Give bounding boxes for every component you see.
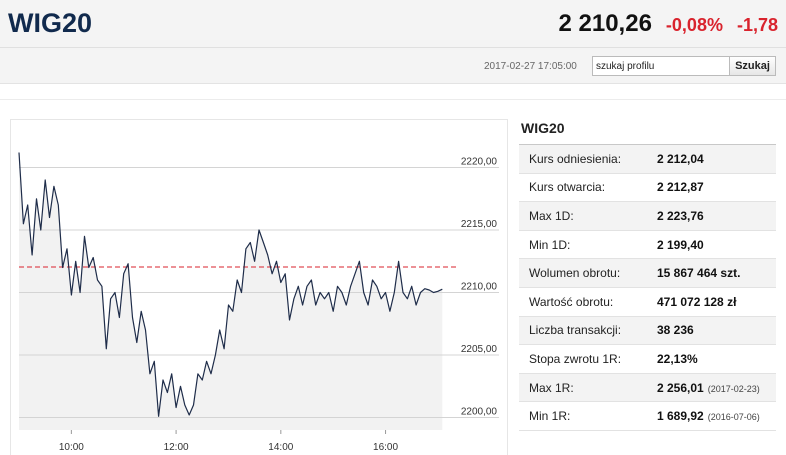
stats-row-label: Min 1D:: [529, 237, 571, 252]
x-tick-label: 10:00: [59, 442, 84, 453]
intraday-chart: 2200,00 2205,00 2210,00 2215,00 2220,00 10:00…: [18, 152, 499, 453]
x-tick-label: 14:00: [268, 442, 293, 453]
quote-timestamp: 2017-02-27 17:05:00: [484, 61, 577, 72]
search-button[interactable]: Szukaj: [729, 56, 776, 76]
stats-row-label: Max 1R:: [529, 380, 574, 395]
stats-row-value: 471 072 128 zł: [657, 295, 736, 309]
stats-table: Kurs odniesienia: 2 212,04 Kurs otwarcia: 2…: [519, 144, 776, 431]
stats-row-date: (2016-07-06): [707, 412, 760, 423]
stats-row-label: Kurs otwarcia:: [529, 180, 606, 195]
stats-row: Liczba transakcji: 38 236: [519, 316, 776, 346]
stats-row-label: Wolumen obrotu:: [529, 266, 621, 281]
chart-area-fill: [19, 152, 443, 430]
y-tick-label: 2200,00: [461, 407, 498, 418]
x-tick-label: 12:00: [164, 442, 189, 453]
stats-row: Stopa zwrotu 1R: 22,13%: [519, 345, 776, 374]
change-absolute: -1,78: [736, 15, 778, 35]
ticker-name: WIG20: [8, 8, 93, 38]
stats-row-value-text: 2 212,87: [657, 180, 704, 195]
price-box: 2 210,26 -0,08% -1,78: [559, 10, 779, 38]
y-tick-label: 2215,00: [461, 219, 498, 230]
stats-row: Kurs otwarcia: 2 212,87: [519, 174, 776, 203]
stats-row-label: Min 1R:: [529, 409, 571, 424]
stats-row: Wolumen obrotu: 15 867 464 szt.: [519, 259, 776, 288]
stats-row: Min 1R: 1 689,92 (2016-07-06): [519, 402, 776, 431]
stats-row-value-text: 1 689,92: [657, 409, 704, 424]
x-tick-label: 16:00: [373, 442, 398, 453]
stats-title: WIG20: [521, 120, 565, 136]
stats-row-value: 22,13%: [657, 352, 698, 366]
stats-row-value: 2 256,01 (2017-02-23): [657, 381, 760, 395]
stats-row-label: Max 1D:: [529, 208, 574, 223]
stats-row-label: Stopa zwrotu 1R:: [529, 351, 622, 366]
stats-row: Kurs odniesienia: 2 212,04: [519, 145, 776, 174]
stats-row-label: Kurs odniesienia:: [529, 151, 622, 166]
intraday-chart-panel: 2200,00 2205,00 2210,00 2215,00 2220,00 10:00…: [10, 119, 508, 455]
stats-row-value: 2 199,40: [657, 238, 704, 252]
stats-row-value: 15 867 464 szt.: [657, 266, 740, 280]
stats-row: Max 1D: 2 223,76: [519, 202, 776, 231]
stats-row: Max 1R: 2 256,01 (2017-02-23): [519, 373, 776, 403]
stats-row-value-text: 2 223,76: [657, 208, 704, 223]
stats-row-value-text: 15 867 464 szt.: [657, 266, 741, 281]
stats-row-value-text: 2 212,04: [657, 151, 704, 166]
stats-row-date: (2017-02-23): [707, 383, 760, 394]
y-tick-label: 2220,00: [461, 157, 498, 168]
stats-row-value-text: 2 256,01: [657, 380, 704, 395]
stats-row-value-text: 471 072 128 zł: [657, 294, 737, 309]
stats-row-value: 1 689,92 (2016-07-06): [657, 409, 760, 423]
stats-panel: WIG20 Kurs odniesienia: 2 212,04 Kurs otwa…: [519, 118, 776, 431]
stats-row-value-text: 38 236: [657, 323, 694, 338]
quote-header: WIG20 2 210,26 -0,08% -1,78 2017-02-27 1…: [0, 0, 786, 84]
stats-row-value-text: 2 199,40: [657, 237, 704, 252]
header-divider: [0, 47, 786, 48]
stats-row: Wartość obrotu: 471 072 128 zł: [519, 288, 776, 317]
price-series-line: [18, 152, 443, 417]
stats-row-value: 2 212,87: [657, 180, 704, 194]
change-percent: -0,08%: [665, 15, 723, 35]
stats-row-value: 38 236: [657, 323, 694, 337]
stats-row-value-text: 22,13%: [657, 351, 698, 366]
profile-search-input[interactable]: [592, 56, 730, 76]
stats-row-label: Liczba transakcji:: [529, 323, 622, 338]
y-tick-label: 2205,00: [461, 344, 498, 355]
y-tick-label: 2210,00: [461, 282, 498, 293]
section-divider: [0, 99, 786, 100]
stats-row: Min 1D: 2 199,40: [519, 231, 776, 260]
stats-row-label: Wartość obrotu:: [529, 294, 614, 309]
stats-row-value: 2 223,76: [657, 209, 704, 223]
stats-row-value: 2 212,04: [657, 152, 704, 166]
current-price: 2 210,26: [558, 10, 652, 37]
